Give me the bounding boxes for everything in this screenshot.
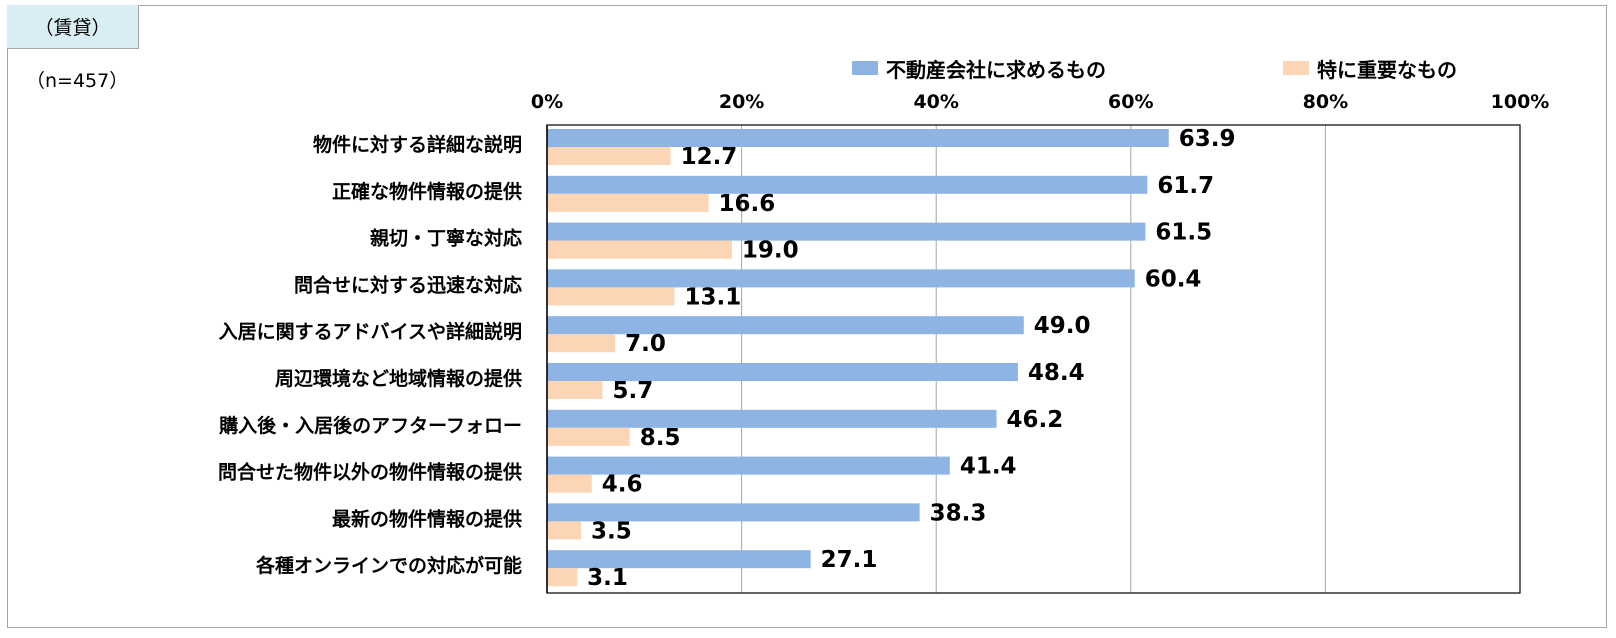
category-label: 周辺環境など地域情報の提供 [275, 367, 522, 390]
bar-series-2 [547, 474, 592, 493]
data-label: 3.5 [591, 518, 632, 544]
category-label: 最新の物件情報の提供 [332, 507, 522, 530]
data-label: 38.3 [930, 500, 987, 526]
x-tick-label: 0% [531, 91, 563, 113]
chart-frame [7, 5, 1607, 628]
bar-series-1 [547, 175, 1148, 194]
x-tick-label: 60% [1108, 91, 1153, 113]
category-label: 正確な物件情報の提供 [332, 180, 522, 203]
data-label: 3.1 [587, 565, 628, 591]
category-label: 物件に対する詳細な説明 [313, 133, 522, 156]
bar-series-1 [547, 550, 811, 569]
category-label: 各種オンラインでの対応が可能 [255, 554, 522, 577]
data-label: 46.2 [1007, 407, 1064, 433]
legend-swatch-series-1 [852, 61, 878, 75]
category-label: 入居に関するアドバイスや詳細説明 [219, 320, 522, 343]
bar-series-2 [547, 521, 582, 540]
category-label: 問合せに対する迅速な対応 [294, 273, 522, 296]
bar-series-2 [547, 381, 603, 399]
legend-item-series-1: 不動産会社に求めるもの [852, 54, 1106, 82]
category-label: 親切・丁寧な対応 [370, 227, 522, 250]
data-label: 27.1 [821, 547, 878, 573]
bar-series-1 [547, 129, 1169, 147]
data-label: 8.5 [640, 425, 681, 451]
x-tick-label: 80% [1303, 91, 1348, 113]
data-label: 61.5 [1155, 220, 1212, 246]
data-label: 7.0 [625, 331, 666, 357]
category-label: 購入後・入居後のアフターフォロー [219, 414, 522, 437]
bar-series-2 [547, 193, 709, 212]
bar-series-1 [547, 456, 950, 475]
sample-size-label: （n=457） [26, 70, 129, 92]
category-label: 問合せた物件以外の物件情報の提供 [218, 461, 522, 484]
data-label: 4.6 [602, 472, 643, 498]
bar-series-1 [547, 503, 920, 522]
data-label: 60.4 [1145, 266, 1202, 292]
data-label: 16.6 [719, 191, 776, 217]
data-label: 61.7 [1157, 173, 1214, 199]
data-label: 63.9 [1179, 126, 1236, 152]
bar-series-2 [547, 287, 675, 306]
data-label: 5.7 [612, 378, 653, 404]
category-tag: （賃貸） [7, 5, 139, 49]
x-tick-label: 100% [1491, 91, 1550, 113]
legend-swatch-series-2 [1283, 61, 1309, 75]
bar-series-1 [547, 409, 997, 428]
bar-series-1 [547, 269, 1135, 288]
bar-series-2 [547, 147, 671, 165]
data-label: 49.0 [1034, 313, 1091, 339]
bar-series-1 [547, 363, 1018, 381]
bar-series-2 [547, 427, 630, 446]
x-tick-label: 20% [719, 91, 764, 113]
data-label: 48.4 [1028, 360, 1085, 386]
x-tick-label: 40% [913, 91, 958, 113]
legend-label-series-1: 不動産会社に求めるもの [886, 57, 1106, 82]
legend-item-series-2: 特に重要なもの [1283, 54, 1457, 82]
data-label: 19.0 [742, 238, 799, 264]
bar-series-1 [547, 222, 1146, 241]
bar-series-2 [547, 334, 616, 353]
data-label: 41.4 [960, 454, 1017, 480]
data-label: 13.1 [684, 284, 741, 310]
bar-series-2 [547, 240, 732, 259]
data-label: 12.7 [681, 144, 738, 170]
bar-series-1 [547, 316, 1024, 335]
legend-label-series-2: 特に重要なもの [1317, 57, 1457, 82]
bar-series-2 [547, 568, 578, 587]
